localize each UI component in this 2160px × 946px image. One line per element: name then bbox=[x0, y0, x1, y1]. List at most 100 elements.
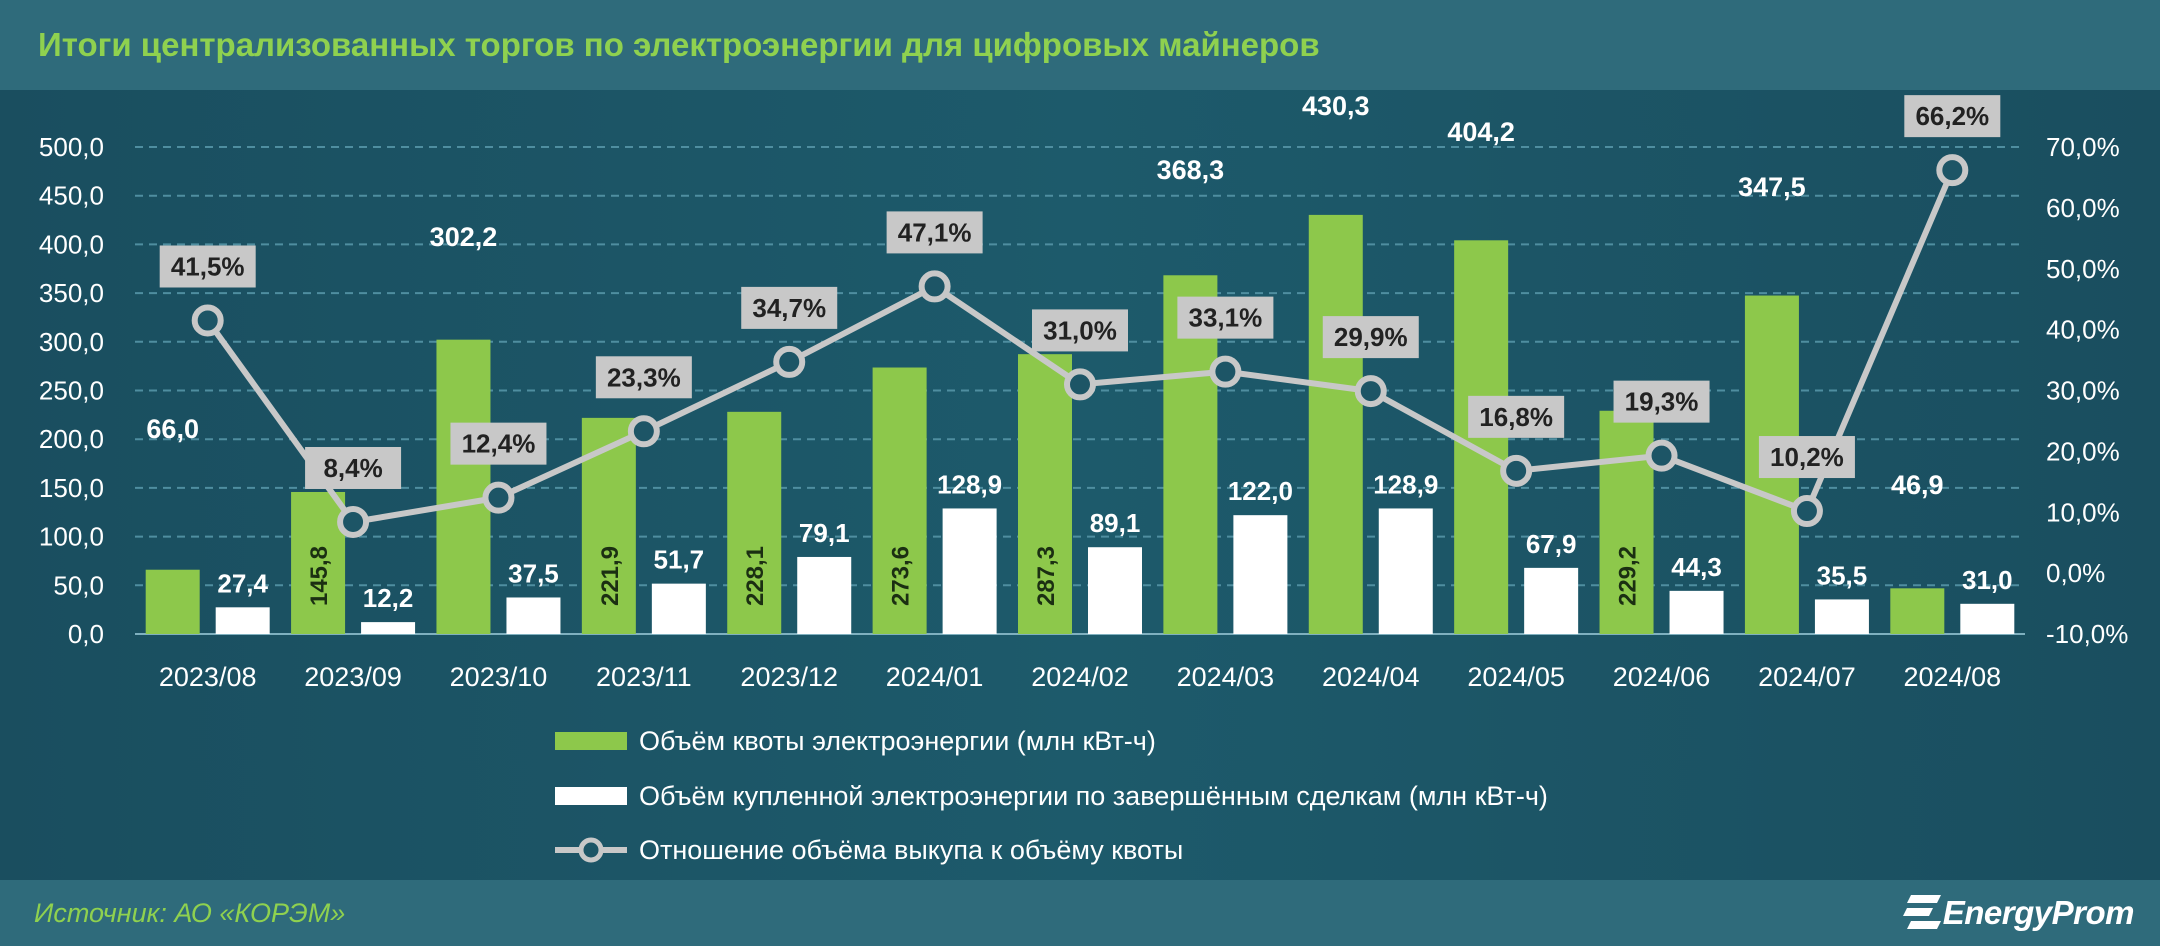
ratio-label-bg bbox=[159, 245, 256, 288]
data-label-quota: 273,6 bbox=[888, 546, 915, 606]
ratio-label-bg bbox=[305, 446, 402, 489]
bar-purchased bbox=[942, 508, 997, 634]
ratio-label-bg bbox=[1322, 316, 1419, 359]
legend-swatch-ratio bbox=[555, 837, 627, 863]
data-label-purchased: 128,9 bbox=[1373, 469, 1438, 499]
ratio-label-bg bbox=[1177, 296, 1274, 339]
data-label-purchased: 79,1 bbox=[799, 518, 850, 548]
y-right-tick-label: 70,0% bbox=[2046, 132, 2120, 162]
ratio-label-bg bbox=[1613, 380, 1710, 423]
legend-label-ratio: Отношение объёма выкупа к объёму квоты bbox=[639, 834, 1184, 865]
energyprom-logo-icon bbox=[1902, 895, 1941, 929]
legend-label-purchased: Объём купленной электроэнергии по заверш… bbox=[639, 780, 1548, 811]
y-left-tick-label: 150,0 bbox=[39, 473, 104, 503]
y-axis-left: 0,0 50,0 100,0 150,0 200,0 250,0 300,0 350,0 400… bbox=[39, 132, 104, 649]
y-left-tick-label: 300,0 bbox=[39, 327, 104, 357]
data-label-quota: 46,9 bbox=[1891, 470, 1944, 500]
ratio-point bbox=[1500, 454, 1533, 487]
x-tick-label: 2023/11 bbox=[596, 662, 692, 692]
data-label-purchased: 37,5 bbox=[508, 558, 559, 588]
source-note: Источник: АО «КОРЭМ» bbox=[34, 898, 346, 928]
ratio-label-bg bbox=[1758, 436, 1855, 479]
combo-chart: 0,0 50,0 100,0 150,0 200,0 250,0 300,0 350,0 400… bbox=[39, 91, 2128, 692]
x-tick-label: 2024/04 bbox=[1322, 662, 1420, 692]
data-label-purchased: 27,4 bbox=[217, 568, 268, 598]
x-tick-label: 2024/05 bbox=[1467, 662, 1565, 692]
data-label-quota: 229,2 bbox=[1615, 546, 1642, 606]
bar-purchased bbox=[506, 597, 561, 634]
ratio-point bbox=[918, 270, 951, 303]
x-tick-label: 2024/08 bbox=[1904, 662, 2002, 692]
x-tick-label: 2024/06 bbox=[1613, 662, 1711, 692]
data-label-quota: 404,2 bbox=[1447, 117, 1515, 147]
legend-item-purchased: Объём купленной электроэнергии по заверш… bbox=[555, 779, 1548, 813]
bar-quota bbox=[872, 367, 927, 634]
ratio-point bbox=[337, 505, 370, 538]
bar-purchased bbox=[361, 622, 416, 634]
data-label-ratio: 31,0% bbox=[1043, 315, 1117, 345]
data-label-ratio: 41,5% bbox=[171, 251, 245, 281]
y-right-tick-label: 0,0% bbox=[2046, 558, 2105, 588]
x-tick-label: 2023/09 bbox=[304, 662, 402, 692]
ratio-point bbox=[191, 304, 224, 337]
bar-purchased bbox=[1378, 508, 1433, 634]
x-tick-label: 2023/08 bbox=[159, 662, 257, 692]
data-label-ratio: 16,8% bbox=[1479, 402, 1553, 432]
y-right-tick-label: -10,0% bbox=[2046, 619, 2128, 649]
bar-quota bbox=[1308, 214, 1363, 634]
y-left-tick-label: 200,0 bbox=[39, 424, 104, 454]
data-label-purchased: 128,9 bbox=[937, 469, 1002, 499]
y-left-tick-label: 100,0 bbox=[39, 522, 104, 552]
x-tick-label: 2024/07 bbox=[1758, 662, 1856, 692]
ratio-point bbox=[1645, 439, 1678, 472]
ratio-label-bg bbox=[886, 211, 983, 254]
x-tick-label: 2024/01 bbox=[886, 662, 984, 692]
ratio-line bbox=[191, 154, 1969, 538]
bar-purchased bbox=[797, 556, 852, 634]
bar-purchased bbox=[1669, 590, 1724, 634]
y-right-tick-label: 20,0% bbox=[2046, 436, 2120, 466]
bar-purchased bbox=[1814, 599, 1869, 634]
y-left-tick-label: 50,0 bbox=[53, 570, 104, 600]
data-label-ratio: 23,3% bbox=[607, 362, 681, 392]
data-label-purchased: 122,0 bbox=[1228, 476, 1293, 506]
data-label-ratio: 12,4% bbox=[462, 429, 536, 459]
y-right-tick-label: 10,0% bbox=[2046, 497, 2120, 527]
data-label-purchased: 35,5 bbox=[1817, 560, 1868, 590]
y-right-tick-label: 30,0% bbox=[2046, 376, 2120, 406]
data-label-quota: 221,9 bbox=[597, 546, 624, 606]
ratio-point bbox=[773, 345, 806, 378]
y-left-tick-label: 500,0 bbox=[39, 132, 104, 162]
bars bbox=[145, 214, 2015, 634]
legend-swatch-purchased bbox=[555, 787, 627, 805]
x-tick-label: 2023/12 bbox=[740, 662, 838, 692]
bar-quota bbox=[1890, 588, 1945, 634]
x-axis: 2023/08 2023/09 2023/10 2023/11 2023/12 2024/… bbox=[159, 662, 2001, 692]
data-label-ratio: 29,9% bbox=[1334, 322, 1408, 352]
data-label-ratio: 19,3% bbox=[1625, 387, 1699, 417]
bar-quota bbox=[727, 411, 782, 634]
data-label-ratio: 33,1% bbox=[1189, 303, 1263, 333]
legend-label-quota: Объём квоты электроэнергии (млн кВт-ч) bbox=[639, 725, 1156, 756]
bar-quota bbox=[145, 569, 200, 634]
data-label-ratio: 47,1% bbox=[898, 217, 972, 247]
data-label-quota: 430,3 bbox=[1302, 91, 1370, 121]
footer-bar: Источник: АО «КОРЭМ» EnergyProm bbox=[0, 880, 2160, 946]
data-label-quota: 368,3 bbox=[1157, 155, 1225, 185]
data-label-purchased: 31,0 bbox=[1962, 565, 2013, 595]
bar-purchased bbox=[215, 607, 270, 634]
y-left-tick-label: 250,0 bbox=[39, 376, 104, 406]
data-label-quota: 287,3 bbox=[1033, 546, 1060, 606]
bar-purchased bbox=[1233, 515, 1288, 634]
legend-swatch-quota bbox=[555, 732, 627, 750]
ratio-point bbox=[482, 481, 515, 514]
data-label-ratio: 10,2% bbox=[1770, 442, 1844, 472]
header-bar: Итоги централизованных торгов по электро… bbox=[0, 0, 2160, 90]
data-label-purchased: 44,3 bbox=[1671, 552, 1722, 582]
x-tick-label: 2024/02 bbox=[1031, 662, 1129, 692]
y-right-tick-label: 50,0% bbox=[2046, 254, 2120, 284]
bar-purchased bbox=[1960, 603, 2015, 634]
legend-item-quota: Объём квоты электроэнергии (млн кВт-ч) bbox=[555, 724, 1156, 758]
logo-text: EnergyProm bbox=[1942, 894, 2135, 931]
